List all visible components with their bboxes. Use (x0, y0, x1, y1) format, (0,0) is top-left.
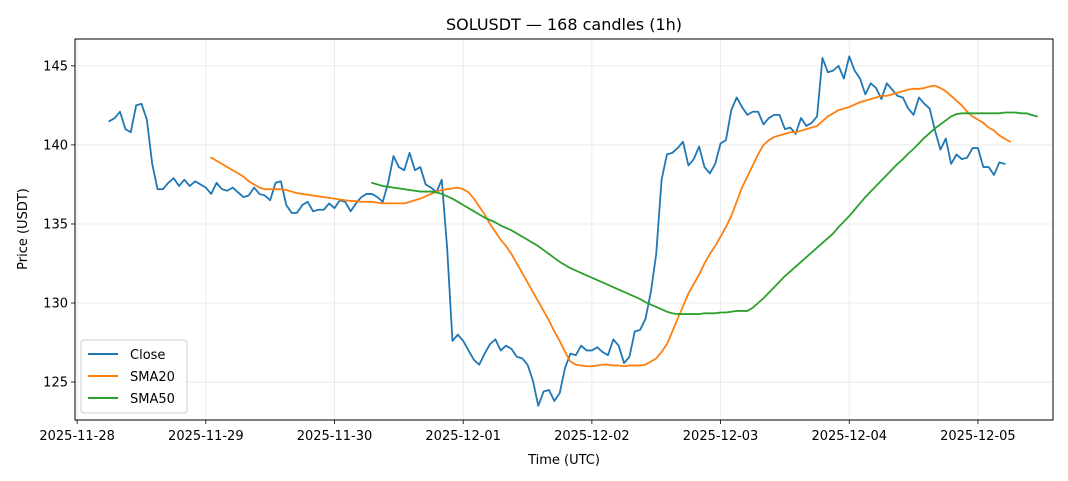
legend-box (80, 339, 188, 414)
y-tick-label: 145 (43, 59, 68, 74)
y-tick-label: 125 (43, 376, 68, 391)
legend: Close SMA20 SMA50 (80, 339, 188, 414)
x-tick-label: 2025-12-03 (683, 429, 759, 444)
x-tick-label: 2025-11-29 (168, 429, 244, 444)
legend-label-sma20: SMA20 (130, 370, 175, 385)
y-tick-label: 130 (43, 297, 68, 312)
series-line-close (108, 55, 1006, 407)
chart-title: SOLUSDT — 168 candles (1h) (446, 15, 682, 34)
axis-ticks: 125 130 135 140 145 2025-11-28 2025-11-29 2025-… (39, 59, 1015, 444)
x-axis-title: Time (UTC) (527, 453, 600, 468)
y-tick-label: 140 (43, 138, 68, 153)
x-tick-label: 2025-12-04 (811, 429, 887, 444)
x-tick-label: 2025-12-05 (940, 429, 1016, 444)
series-line-sma50 (371, 111, 1038, 315)
x-tick-label: 2025-12-01 (425, 429, 501, 444)
x-tick-label: 2025-11-30 (297, 429, 373, 444)
y-axis-title: Price (USDT) (16, 188, 31, 270)
legend-label-close: Close (130, 348, 165, 363)
x-tick-label: 2025-12-02 (554, 429, 630, 444)
series-line-sma20 (210, 84, 1012, 368)
plot-frame (74, 38, 1054, 421)
x-tick-label: 2025-11-28 (39, 429, 115, 444)
grid (75, 39, 1053, 420)
series-lines (108, 55, 1038, 407)
legend-label-sma50: SMA50 (130, 392, 175, 407)
y-tick-label: 135 (43, 217, 68, 232)
